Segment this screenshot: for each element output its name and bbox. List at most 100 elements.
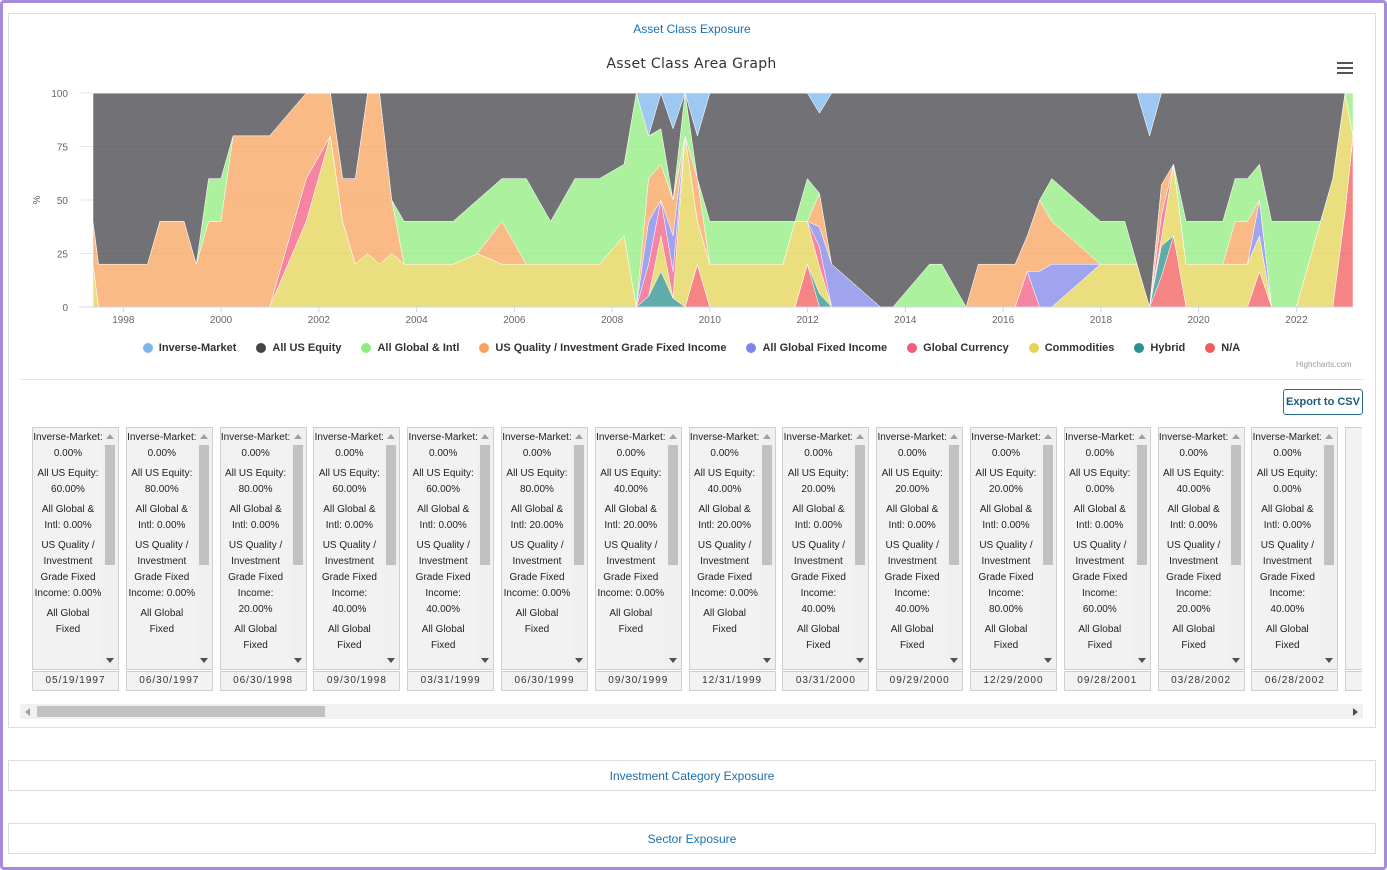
scroll-down-icon[interactable] <box>1231 658 1240 663</box>
scroll-up-icon[interactable] <box>668 434 677 439</box>
scroll-thumb[interactable] <box>1324 445 1335 565</box>
legend-item[interactable]: Global Currency <box>907 342 1009 354</box>
scroll-up-icon[interactable] <box>856 434 865 439</box>
exposure-card-content[interactable]: Inverse-Market: 0.00% All US Equity: 80.0… <box>501 427 588 670</box>
scroll-thumb[interactable] <box>292 445 303 565</box>
exposure-card-row: All Global Fixed <box>796 624 840 651</box>
card-scrollbar[interactable] <box>1133 428 1150 669</box>
scroll-thumb[interactable] <box>949 445 960 565</box>
card-scrollbar[interactable] <box>946 428 963 669</box>
exposure-card-text: Inverse-Market: 0.00% All US Equity: 60.0… <box>33 430 103 642</box>
scroll-thumb[interactable] <box>574 445 584 565</box>
legend-item[interactable]: Hybrid <box>1134 342 1185 354</box>
scroll-up-icon[interactable] <box>1044 434 1052 439</box>
exposure-card-content[interactable]: Inverse-Market: 0.00% All US Equity: 40.0… <box>1157 427 1245 670</box>
scroll-up-icon[interactable] <box>762 434 771 439</box>
legend-marker-icon <box>361 343 372 353</box>
card-scrollbar[interactable] <box>571 428 587 669</box>
scroll-thumb[interactable] <box>386 445 397 565</box>
exposure-card-content[interactable]: Inverse-Market: 0.00% All US Equity: 0.00… <box>1063 427 1151 670</box>
hamburger-menu-icon[interactable] <box>1337 62 1353 76</box>
horizontal-scrollbar[interactable] <box>20 704 1363 719</box>
scroll-down-icon[interactable] <box>387 658 396 663</box>
exposure-card-content[interactable]: Inverse-Market: 0.00% All US Equity: 60.0… <box>313 427 401 670</box>
exposure-card: 0 <box>1345 427 1362 691</box>
exposure-card-row: All Global Fixed <box>703 608 746 635</box>
exposure-card-text: Inverse-Market: 0.00% All US Equity: 20.0… <box>971 430 1041 658</box>
exposure-card-content[interactable]: Inverse-Market: 0.00% All US Equity: 40.0… <box>594 427 682 670</box>
scroll-down-icon[interactable] <box>199 658 208 663</box>
scroll-up-icon[interactable] <box>950 434 959 439</box>
card-scrollbar[interactable] <box>1321 428 1338 669</box>
scroll-down-icon[interactable] <box>293 658 302 663</box>
scroll-thumb[interactable] <box>480 445 491 565</box>
card-scrollbar[interactable] <box>758 428 775 669</box>
scroll-thumb[interactable] <box>1136 445 1147 565</box>
exposure-card-content[interactable]: Inverse-Market: 0.00% All US Equity: 20.0… <box>876 427 964 670</box>
sector-exposure-header[interactable]: Sector Exposure <box>8 823 1376 854</box>
series-area-inverse-market <box>93 92 1353 137</box>
exposure-card-content[interactable]: Inverse-Market: 0.00% All US Equity: 0.00… <box>1251 427 1339 670</box>
scroll-up-icon[interactable] <box>1137 434 1146 439</box>
investment-category-exposure-header[interactable]: Investment Category Exposure <box>8 760 1376 791</box>
scroll-thumb[interactable] <box>1043 445 1053 565</box>
scroll-thumb[interactable] <box>761 445 772 565</box>
scroll-up-icon[interactable] <box>199 434 208 439</box>
card-scrollbar[interactable] <box>102 428 118 669</box>
scroll-thumb[interactable] <box>37 706 325 717</box>
card-scrollbar[interactable] <box>195 428 212 669</box>
scroll-up-icon[interactable] <box>106 434 114 439</box>
exposure-card-content[interactable]: Inverse-Market: 0.00% All US Equity: 80.0… <box>125 427 213 670</box>
scroll-up-icon[interactable] <box>1231 434 1240 439</box>
scroll-up-icon[interactable] <box>481 434 490 439</box>
exposure-card-content[interactable]: Inverse-Market: 0.00% All US Equity: 80.0… <box>219 427 307 670</box>
scroll-thumb[interactable] <box>667 445 678 565</box>
card-scrollbar[interactable] <box>477 428 494 669</box>
scroll-down-icon[interactable] <box>762 658 771 663</box>
scroll-down-icon[interactable] <box>106 658 114 663</box>
scroll-thumb[interactable] <box>1230 445 1241 565</box>
card-scrollbar[interactable] <box>852 428 869 669</box>
exposure-card-content[interactable]: Inverse-Market: 0.00% All US Equity: 60.0… <box>407 427 495 670</box>
legend-item[interactable]: All Global Fixed Income <box>746 342 887 354</box>
legend-item[interactable]: Commodities <box>1028 342 1114 354</box>
scroll-up-icon[interactable] <box>1325 434 1334 439</box>
scroll-up-icon[interactable] <box>293 434 302 439</box>
scroll-down-icon[interactable] <box>950 658 959 663</box>
exposure-card-content[interactable]: Inverse-Market: 0.00% All US Equity: 60.0… <box>32 427 119 670</box>
exposure-card-content[interactable]: Inverse-Market: 0.00% All US Equity: 40.0… <box>688 427 776 670</box>
scroll-down-icon[interactable] <box>1325 658 1334 663</box>
legend-item[interactable]: US Quality / Investment Grade Fixed Inco… <box>479 342 726 354</box>
card-scrollbar[interactable] <box>664 428 681 669</box>
export-csv-button[interactable]: Export to CSV <box>1283 389 1363 415</box>
scroll-thumb[interactable] <box>105 445 115 565</box>
legend-item[interactable]: All Global & Intl <box>361 342 459 354</box>
scroll-up-icon[interactable] <box>575 434 583 439</box>
scroll-down-icon[interactable] <box>668 658 677 663</box>
exposure-card: Inverse-Market: 0.00% All US Equity: 20.0… <box>782 427 870 691</box>
scroll-up-icon[interactable] <box>387 434 396 439</box>
card-scrollbar[interactable] <box>1040 428 1056 669</box>
card-scrollbar[interactable] <box>1227 428 1244 669</box>
exposure-card-content[interactable] <box>1345 427 1362 670</box>
legend-label: All Global Fixed Income <box>762 342 888 354</box>
scroll-right-icon[interactable] <box>1353 708 1358 716</box>
scroll-down-icon[interactable] <box>856 658 865 663</box>
exposure-card-content[interactable]: Inverse-Market: 0.00% All US Equity: 20.0… <box>970 427 1057 670</box>
asset-class-exposure-header[interactable]: Asset Class Exposure <box>8 13 1376 44</box>
card-scrollbar[interactable] <box>383 428 400 669</box>
scroll-left-icon[interactable] <box>25 708 30 716</box>
scroll-thumb[interactable] <box>198 445 209 565</box>
scroll-down-icon[interactable] <box>481 658 490 663</box>
chart-credits[interactable]: Highcharts.com <box>1296 360 1352 369</box>
card-scrollbar[interactable] <box>289 428 306 669</box>
scroll-thumb[interactable] <box>855 445 866 565</box>
legend-item[interactable]: Inverse-Market <box>142 342 236 354</box>
scroll-down-icon[interactable] <box>1137 658 1146 663</box>
legend-item[interactable]: N/A <box>1205 342 1240 354</box>
exposure-card-content[interactable]: Inverse-Market: 0.00% All US Equity: 20.0… <box>782 427 870 670</box>
legend-item[interactable]: All US Equity <box>256 342 341 354</box>
scroll-down-icon[interactable] <box>575 658 583 663</box>
exposure-card-row: All US Equity: 20.00% <box>881 468 943 495</box>
scroll-down-icon[interactable] <box>1044 658 1052 663</box>
